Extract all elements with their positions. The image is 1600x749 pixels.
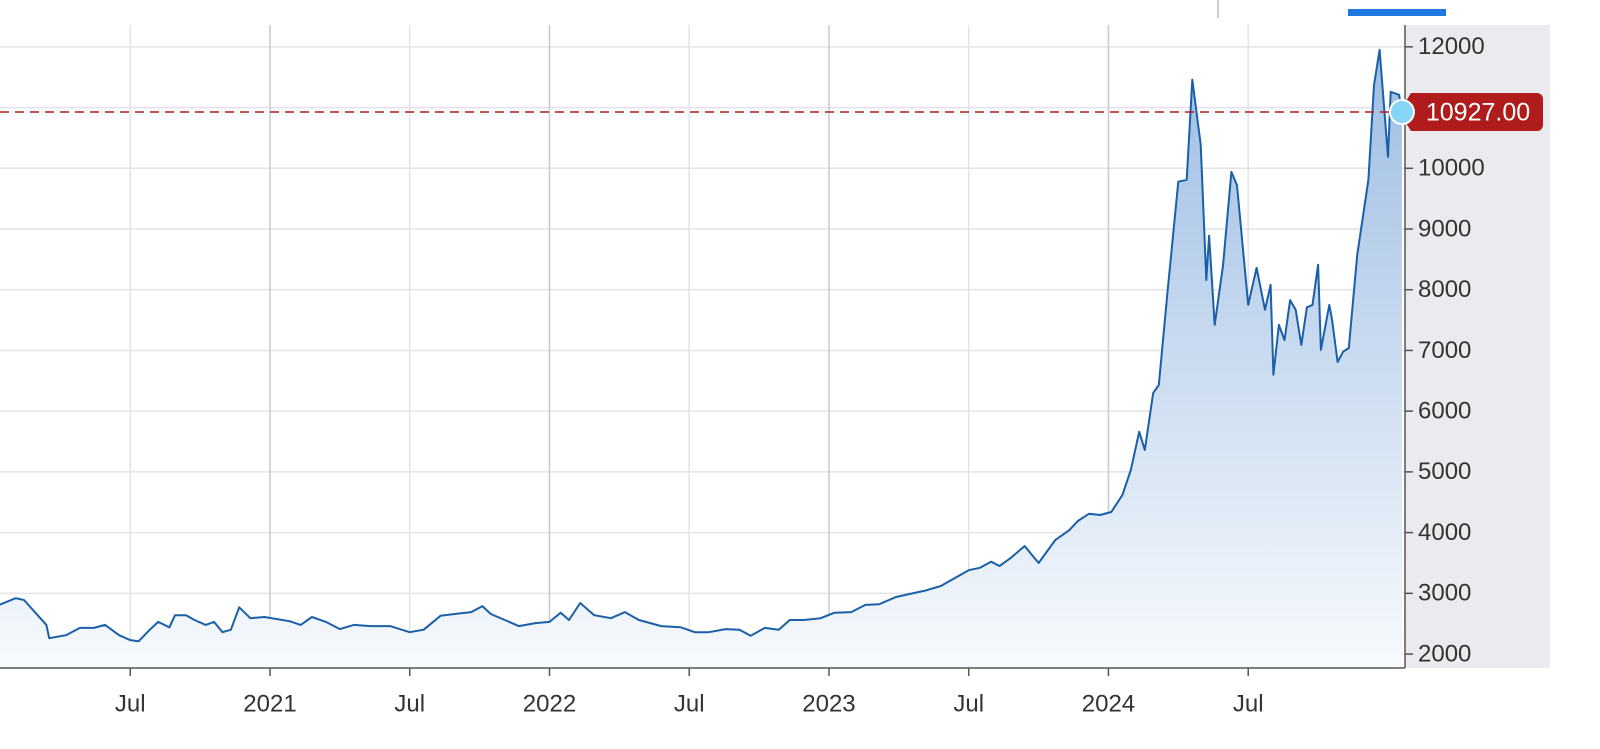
y-tick-label: 10000 [1418, 155, 1485, 182]
y-tick-label: 9000 [1418, 215, 1471, 242]
x-tick-label: 2023 [802, 690, 855, 717]
y-tick-label: 5000 [1418, 458, 1471, 485]
x-tick-label: Jul [953, 690, 984, 717]
price-line [0, 48, 1403, 643]
y-tick-label: 8000 [1418, 276, 1471, 303]
x-tick-label: Jul [1233, 690, 1264, 717]
x-tick-label: 2024 [1082, 690, 1135, 717]
x-tick-label: 2021 [243, 690, 296, 717]
range-indicator[interactable] [1348, 9, 1446, 16]
y-tick-label: 6000 [1418, 398, 1471, 425]
area-fill [0, 49, 1402, 668]
y-tick-label: 12000 [1418, 33, 1485, 60]
x-tick-label: Jul [394, 690, 425, 717]
x-tick-label: Jul [674, 690, 705, 717]
last-value-badge [1399, 93, 1543, 132]
y-tick-label: 3000 [1418, 580, 1471, 607]
x-tick-label: Jul [115, 690, 146, 717]
axis-panel [1405, 25, 1550, 668]
y-tick-label: 7000 [1418, 337, 1471, 364]
y-tick-label: 2000 [1418, 640, 1471, 667]
x-tick-label: 2022 [523, 690, 576, 717]
last-point [1388, 99, 1415, 126]
last-value-label: 10927.00 [1426, 99, 1530, 127]
y-tick-label: 4000 [1418, 519, 1471, 546]
